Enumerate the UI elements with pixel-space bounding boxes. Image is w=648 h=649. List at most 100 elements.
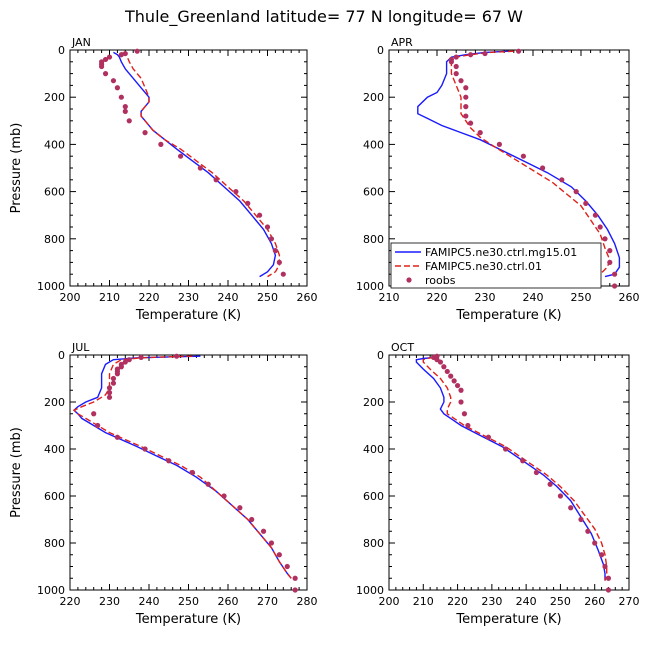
- obs-point: [114, 434, 120, 440]
- obs-point: [458, 78, 464, 84]
- x-tick-label: 220: [447, 595, 468, 608]
- obs-point: [122, 108, 128, 114]
- obs-point: [110, 380, 117, 386]
- series-line-mg15: [417, 50, 621, 278]
- x-axis-label: Temperature (K): [135, 308, 241, 323]
- month-label: JAN: [71, 36, 91, 49]
- obs-point: [292, 587, 298, 593]
- obs-point: [468, 52, 474, 58]
- obs-point: [605, 575, 612, 581]
- x-tick-label: 230: [99, 595, 120, 608]
- panel-oct: 200 210 220 230 240 250 260 270 0 200 400 600 800 100…: [356, 341, 640, 627]
- obs-point: [178, 153, 184, 159]
- obs-point: [559, 177, 565, 183]
- obs-point: [520, 153, 527, 159]
- obs-point: [463, 113, 469, 119]
- x-tick-label: 210: [379, 291, 400, 304]
- x-tick-label: 250: [257, 291, 278, 304]
- obs-point: [607, 248, 613, 254]
- obs-point: [578, 516, 584, 523]
- obs-point: [458, 399, 464, 405]
- obs-point: [99, 63, 105, 70]
- obs-point: [138, 354, 144, 360]
- y-axis-label: Pressure (mb): [9, 427, 24, 518]
- plot-data: [415, 353, 612, 593]
- obs-point: [249, 516, 255, 523]
- y-tick-label: 400: [44, 443, 65, 456]
- plot-data: [417, 48, 621, 289]
- obs-point: [612, 271, 618, 277]
- y-tick-label: 0: [58, 349, 65, 362]
- x-tick-label: 270: [257, 595, 278, 608]
- obs-point: [585, 528, 591, 534]
- x-tick-label: 200: [379, 595, 400, 608]
- obs-point: [448, 373, 454, 379]
- y-tick-label: 800: [44, 537, 65, 550]
- y-tick-label: 400: [363, 443, 384, 456]
- obs-point: [592, 540, 598, 546]
- plot-frame: [69, 49, 308, 287]
- obs-point: [126, 118, 132, 124]
- obs-point: [174, 353, 180, 359]
- panels: 200 210 220 230 240 250 260 0 200 400 600 800 1000 JA…: [9, 36, 640, 627]
- obs-point: [292, 575, 298, 581]
- panel-jan: 200 210 220 230 240 250 260 0 200 400 600 800 1000 JA…: [9, 36, 318, 323]
- obs-point: [602, 563, 608, 570]
- obs-point: [264, 224, 271, 230]
- y-tick-label: 1000: [356, 280, 384, 293]
- x-tick-label: 240: [139, 595, 160, 608]
- obs-point: [458, 387, 464, 393]
- obs-point: [102, 56, 109, 63]
- obs-point: [142, 446, 148, 452]
- series-line-mg15: [415, 356, 606, 581]
- obs-point: [118, 364, 124, 370]
- obs-point: [122, 104, 128, 110]
- legend-label: FAMIPC5.ne30.ctrl.01: [425, 260, 542, 273]
- obs-point: [612, 283, 618, 289]
- obs-point: [568, 505, 574, 511]
- panel-apr: 210 220 230 240 250 260 0 200 400 600 800 1000 APR Te…: [356, 36, 640, 323]
- obs-point: [272, 248, 278, 254]
- y-tick-label: 600: [363, 186, 384, 199]
- obs-point: [95, 422, 101, 429]
- x-axis-label: Temperature (K): [455, 612, 561, 627]
- obs-point: [444, 368, 450, 375]
- series-line-ctrl: [120, 51, 281, 278]
- y-tick-label: 800: [363, 537, 384, 550]
- x-tick-label: 230: [481, 595, 502, 608]
- y-tick-label: 1000: [37, 280, 65, 293]
- obs-point: [453, 71, 459, 77]
- obs-point: [237, 505, 243, 511]
- obs-point: [268, 540, 275, 546]
- y-tick-label: 800: [44, 233, 65, 246]
- obs-point: [122, 50, 128, 57]
- obs-point: [448, 59, 454, 65]
- x-tick-label: 240: [523, 291, 544, 304]
- y-tick-label: 200: [363, 396, 384, 409]
- x-tick-label: 230: [475, 291, 496, 304]
- x-tick-label: 210: [413, 595, 434, 608]
- x-tick-label: 250: [550, 595, 571, 608]
- obs-point: [189, 469, 196, 476]
- obs-point: [233, 189, 239, 195]
- obs-point: [607, 259, 613, 265]
- y-tick-label: 600: [44, 490, 65, 503]
- obs-point: [520, 458, 526, 464]
- y-tick-label: 400: [44, 138, 65, 151]
- legend-label: FAMIPC5.ne30.ctrl.mg15.01: [425, 246, 577, 259]
- y-axis-label: Pressure (mb): [9, 123, 24, 214]
- obs-point: [437, 359, 444, 365]
- x-tick-label: 240: [218, 291, 239, 304]
- obs-point: [502, 446, 509, 452]
- obs-point: [260, 528, 267, 534]
- month-label: JUL: [71, 341, 90, 354]
- x-tick-label: 260: [297, 291, 318, 304]
- obs-point: [463, 104, 469, 110]
- x-tick-label: 260: [584, 595, 605, 608]
- obs-point: [268, 236, 275, 242]
- obs-point: [454, 382, 461, 389]
- x-tick-label: 220: [139, 291, 160, 304]
- legend-label: roobs: [425, 274, 456, 287]
- legend: FAMIPC5.ne30.ctrl.mg15.01FAMIPC5.ne30.ct…: [390, 242, 602, 289]
- plot-frame: [388, 354, 630, 591]
